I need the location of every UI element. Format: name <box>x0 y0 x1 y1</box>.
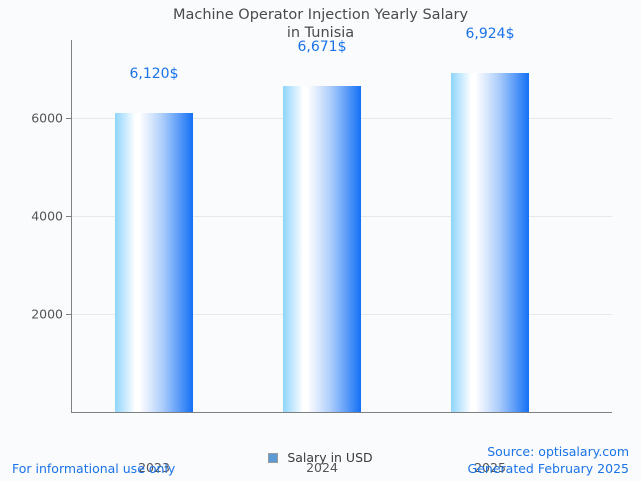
source-text: Source: optisalary.com <box>487 444 629 459</box>
y-tick-label-4000: 4000 <box>31 208 63 224</box>
x-tick-label-2023: 2023 <box>138 460 170 475</box>
bar-2023[interactable] <box>115 112 193 412</box>
bar-value-2025: 6,924$ <box>465 26 515 43</box>
chart-title: Machine Operator Injection Yearly Salary… <box>0 6 641 42</box>
plot-area: 2000 4000 6000 6,120$ 6,671$ 6,924$ 2023… <box>31 26 612 475</box>
source-block: Source: optisalary.com Generated Februar… <box>468 443 629 477</box>
bar-2024[interactable] <box>283 85 361 412</box>
x-axis-line <box>71 412 612 413</box>
y-axis-line <box>71 40 72 413</box>
legend-swatch-icon <box>268 452 279 463</box>
y-tick-mark-6000 <box>66 118 72 120</box>
chart-title-line-1: Machine Operator Injection Yearly Salary <box>172 7 469 23</box>
y-tick-mark-4000 <box>66 216 72 218</box>
y-tick-label-2000: 2000 <box>31 306 63 322</box>
x-tick-label-2024: 2024 <box>306 460 338 475</box>
bar-value-2023: 6,120$ <box>129 65 179 82</box>
disclaimer-text: For informational use only <box>12 461 176 476</box>
x-tick-label-2025: 2025 <box>474 460 506 475</box>
y-tick-mark-2000 <box>66 314 72 316</box>
chart-title-line-2: in Tunisia <box>286 25 355 41</box>
legend-item-label: Salary in USD <box>287 450 373 465</box>
bar-value-2024: 6,671$ <box>297 38 347 55</box>
y-tick-label-6000: 6000 <box>31 110 63 126</box>
generated-date-text: Generated February 2025 <box>467 461 629 476</box>
chart-legend: Salary in USD <box>0 450 641 465</box>
bar-2025[interactable] <box>451 73 529 412</box>
